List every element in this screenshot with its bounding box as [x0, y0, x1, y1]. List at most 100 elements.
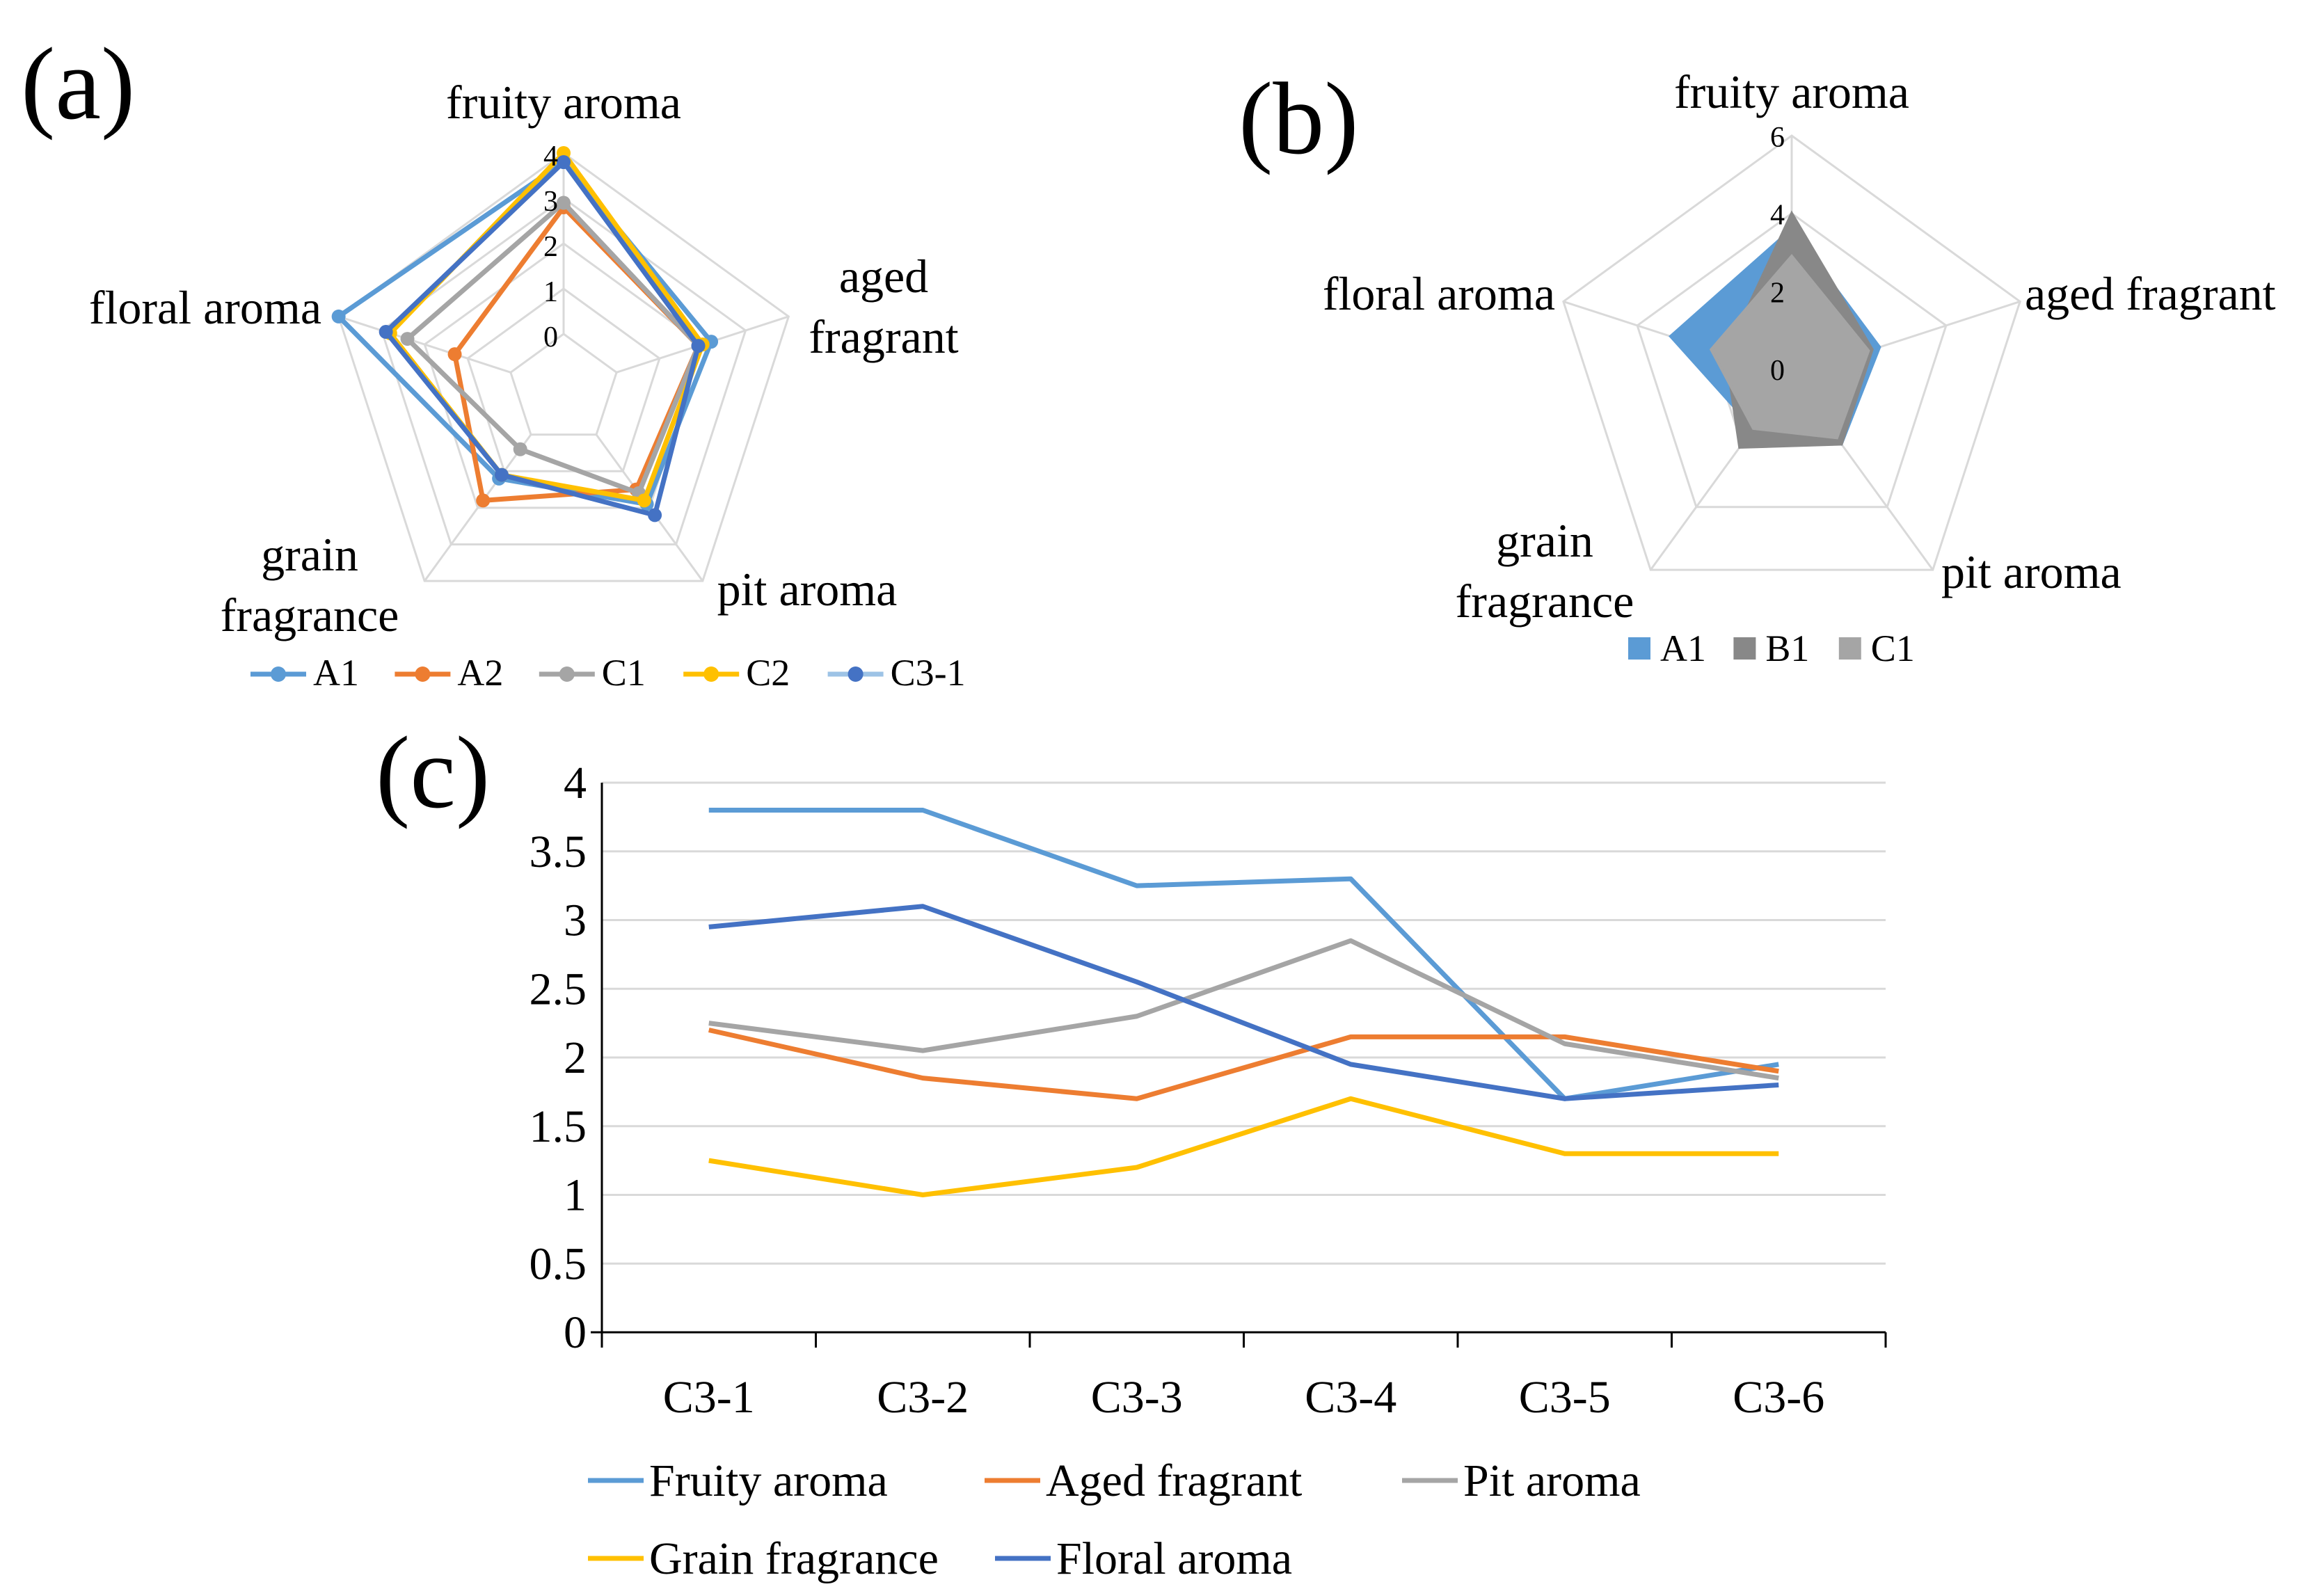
radar-axis-label-pit-aroma: pit aroma	[717, 563, 898, 616]
line-series-pit-aroma	[708, 938, 1779, 1081]
radar-tick-label: 1	[543, 276, 558, 308]
radar-axis-label-line: fragrant	[809, 310, 958, 363]
legend-label-a2: A2	[457, 652, 503, 694]
legend-label-c1: C1	[1871, 628, 1915, 669]
radar-point	[447, 347, 462, 362]
y-tick-label: 3.5	[530, 827, 587, 877]
legend-label-aged-fragrant: Aged fragrant	[1046, 1455, 1302, 1506]
y-tick-label: 1	[564, 1170, 587, 1221]
radar-point	[557, 155, 571, 169]
legend-marker-c1	[559, 666, 575, 682]
x-tick-label: C3-2	[877, 1372, 969, 1423]
radar-point	[379, 325, 393, 340]
legend-marker-a1	[271, 666, 286, 682]
x-tick-label: C3-6	[1733, 1372, 1824, 1423]
legend-label-c1: C1	[602, 652, 646, 694]
radar-tick-label: 6	[1770, 122, 1785, 154]
x-tick-label: C3-4	[1305, 1372, 1396, 1423]
legend-label-a1: A1	[1660, 628, 1706, 669]
x-tick-label: C3-1	[663, 1372, 755, 1423]
radar-axis-label-floral-aroma: floral aroma	[89, 281, 321, 334]
radar-axis-label-line: floral aroma	[1323, 267, 1555, 320]
radar-axis-label-fruity-aroma: fruity aroma	[446, 76, 681, 129]
legend-swatch-c1	[1838, 637, 1861, 660]
radar-series-c1	[1709, 253, 1870, 440]
radar-axis-label-line: fruity aroma	[446, 76, 681, 129]
radar-point	[648, 508, 662, 522]
radar-axis-label-line: pit aroma	[717, 563, 898, 616]
legend-marker-c3-1	[847, 666, 863, 682]
radar-axis-label-line: grain	[1496, 514, 1593, 567]
legend-label-fruity-aroma: Fruity aroma	[649, 1455, 888, 1506]
y-tick-label: 0.5	[530, 1238, 587, 1289]
radar-axis-label-pit-aroma: pit aroma	[1941, 545, 2122, 598]
radar-tick-label: 4	[1770, 200, 1785, 232]
y-tick-label: 4	[564, 758, 587, 808]
legend-label-b1: B1	[1765, 628, 1809, 669]
radar-chart-b: 0 2 4 6 fruity aroma aged fragrant pit aroma gr…	[1323, 65, 2276, 669]
line-series-grain-fragrance	[708, 1096, 1779, 1197]
line-series-aged-fragrant	[708, 1028, 1779, 1101]
radar-series-c1	[405, 200, 701, 496]
legend-swatch-a1	[1628, 637, 1650, 660]
radar-point	[513, 442, 527, 456]
panel-c-label: (c)	[376, 716, 490, 830]
x-tick-label: C3-3	[1091, 1372, 1183, 1423]
radar-tick-label: 3	[543, 186, 558, 218]
x-tick-label: C3-5	[1519, 1372, 1611, 1423]
radar-grid-ring	[1562, 134, 2021, 571]
radar-axis-label-floral-aroma: floral aroma	[1323, 267, 1555, 320]
radar-point	[494, 468, 509, 482]
radar-tick-label: 2	[1770, 277, 1785, 309]
radar-grid-ring	[509, 333, 618, 436]
legend-label-floral-aroma: Floral aroma	[1056, 1533, 1292, 1584]
legend-label-c2: C2	[746, 652, 790, 694]
radar-axis-label-aged-fragrant: aged fragrant	[2025, 267, 2276, 320]
legend-marker-a2	[415, 666, 431, 682]
radar-tick-label: 0	[1770, 355, 1785, 387]
radar-axis-label-grain-fragrance: grain fragrance	[1456, 514, 1634, 628]
y-tick-label: 3	[564, 895, 587, 946]
y-tick-label: 0	[564, 1307, 587, 1358]
radar-spoke	[423, 433, 532, 582]
radar-point	[331, 309, 346, 324]
line-series-floral-aroma	[708, 904, 1779, 1101]
legend-label-grain-fragrance: Grain fragrance	[649, 1533, 939, 1584]
line-series-fruity-aroma	[708, 808, 1779, 1101]
panel-a-label: (a)	[21, 27, 135, 141]
radar-grid-ring	[1636, 211, 1948, 509]
radar-point	[637, 493, 651, 508]
radar-tick-label: 2	[543, 231, 558, 263]
radar-spoke	[338, 315, 511, 374]
legend-marker-c2	[703, 666, 719, 682]
radar-chart-a: 0 1 2 3 4 fruity aroma aged fragrant pit aroma gr…	[89, 76, 966, 694]
radar-point	[400, 332, 415, 346]
legend-label-pit-aroma: Pit aroma	[1463, 1455, 1641, 1506]
radar-grid-ring	[466, 287, 661, 472]
radar-axis-label-line: fragrance	[221, 589, 399, 641]
legend-label-a1: A1	[313, 652, 359, 694]
y-tick-label: 1.5	[530, 1101, 587, 1152]
radar-point	[476, 493, 491, 508]
radar-series-c3-1	[383, 159, 701, 518]
radar-axis-label-line: grain	[261, 528, 358, 581]
radar-point	[557, 195, 571, 210]
radar-tick-label: 0	[543, 321, 558, 353]
y-tick-label: 2	[564, 1032, 587, 1083]
radar-axis-label-line: floral aroma	[89, 281, 321, 334]
legend-label-c3-1: C3-1	[891, 652, 966, 694]
radar-axis-label-line: aged fragrant	[2025, 267, 2276, 320]
radar-axis-label-fruity-aroma: fruity aroma	[1674, 65, 1909, 118]
radar-tick-label: 4	[543, 141, 558, 173]
radar-axis-label-line: pit aroma	[1941, 545, 2122, 598]
radar-axis-label-line: aged	[839, 250, 928, 303]
line-chart-c: 0 0.5 1 1.5 2 2.5 3 3.5 4 C3-1 C3-2 C3-3 C3-4 C3-5 C3-…	[530, 758, 1887, 1584]
radar-axis-label-line: fruity aroma	[1674, 65, 1909, 118]
radar-axis-label-aged-fragrant: aged fragrant	[809, 250, 958, 363]
panel-b-label: (b)	[1239, 62, 1359, 176]
radar-axis-label-grain-fragrance: grain fragrance	[221, 528, 399, 641]
legend-swatch-b1	[1733, 637, 1756, 660]
y-tick-label: 2.5	[530, 964, 587, 1014]
radar-axis-label-line: fragrance	[1456, 575, 1634, 628]
